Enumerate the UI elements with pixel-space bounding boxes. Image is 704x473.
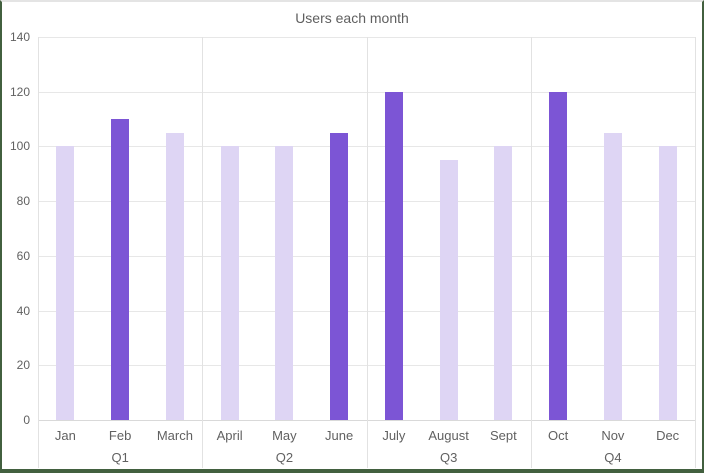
quarter-label-q2: Q2	[275, 450, 294, 465]
y-tick-label: 0	[23, 413, 30, 427]
gridline	[38, 255, 695, 257]
quarter-separator	[531, 37, 532, 468]
bar-oct	[549, 91, 568, 420]
y-tick-label: 20	[16, 358, 30, 373]
month-label-august: August	[428, 428, 469, 443]
gridline	[38, 201, 695, 203]
gridline	[38, 37, 695, 38]
gridline	[38, 146, 695, 148]
quarter-separator	[367, 37, 368, 468]
month-label-feb: Feb	[108, 428, 132, 443]
bar-feb	[111, 119, 130, 420]
y-tick-label: 80	[16, 194, 30, 209]
x-axis-line	[38, 420, 695, 421]
gridline	[38, 365, 695, 367]
bar-july	[384, 91, 403, 420]
quarter-separator	[202, 37, 203, 468]
month-label-may: May	[272, 428, 297, 443]
bar-sept	[494, 146, 513, 420]
chart-title: Users each month	[295, 10, 409, 26]
bar-august	[439, 160, 458, 420]
y-tick-label: 60	[16, 248, 30, 263]
bar-may	[275, 146, 294, 420]
bar-march	[165, 132, 184, 420]
quarter-label-q4: Q4	[604, 450, 622, 465]
month-label-jan: Jan	[54, 428, 76, 443]
month-label-dec: Dec	[656, 428, 680, 443]
quarter-separator	[695, 37, 696, 468]
month-label-nov: Nov	[601, 428, 625, 443]
bar-dec	[658, 146, 677, 420]
y-tick-label: 40	[16, 303, 30, 318]
gridline	[38, 310, 695, 312]
gridline	[38, 91, 695, 93]
month-label-sept: Sept	[490, 428, 517, 443]
quarter-label-q3: Q3	[439, 450, 458, 465]
bar-nov	[603, 132, 622, 420]
month-label-april: April	[216, 428, 243, 443]
month-label-june: June	[325, 428, 354, 443]
quarter-separator	[38, 37, 39, 468]
y-tick-label: 120	[9, 84, 30, 99]
y-tick-label: 100	[9, 139, 30, 154]
y-tick-label: 140	[9, 30, 30, 44]
month-label-july: July	[382, 428, 406, 443]
month-label-oct: Oct	[548, 428, 569, 443]
quarter-label-q1: Q1	[111, 450, 129, 465]
bar-june	[330, 132, 349, 420]
bar-jan	[56, 146, 75, 420]
month-label-march: March	[156, 428, 193, 443]
bar-april	[220, 146, 239, 420]
